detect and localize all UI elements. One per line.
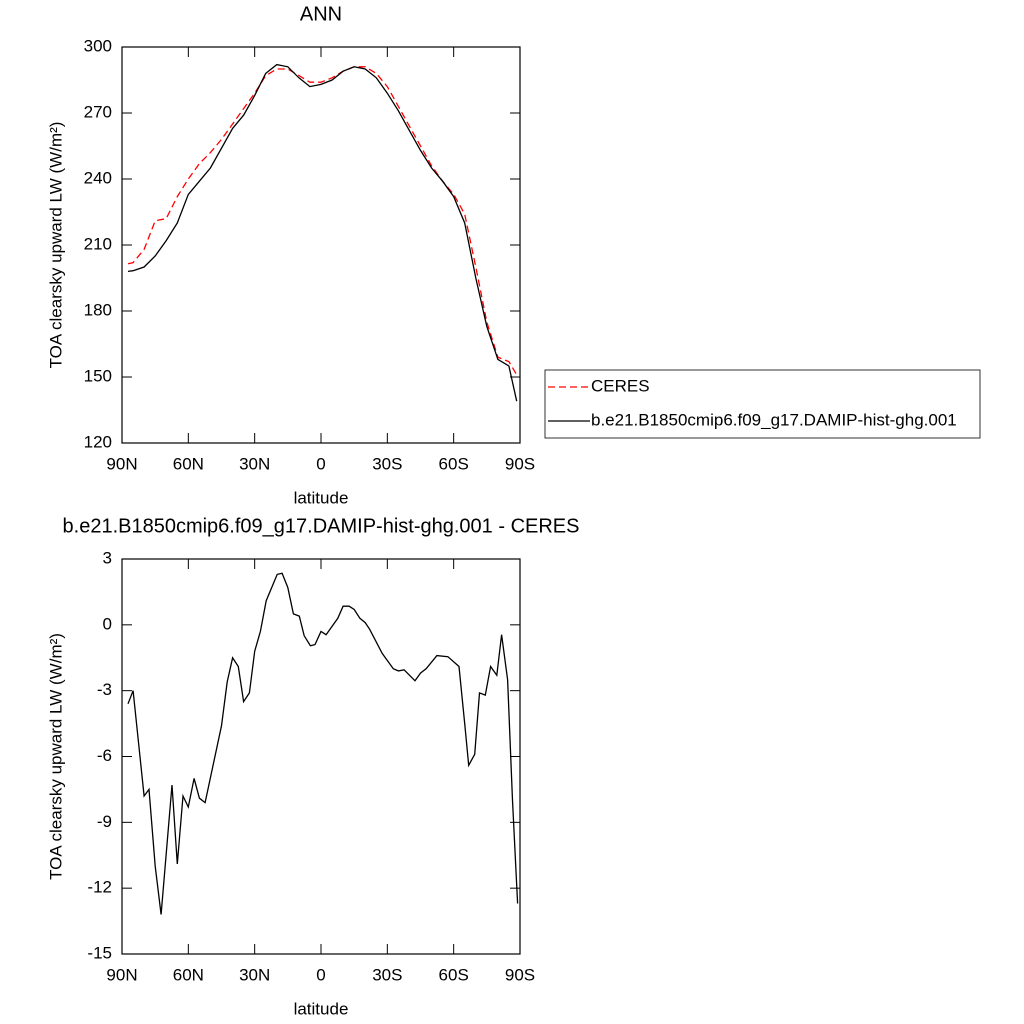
x-tick-label: 90S: [505, 454, 535, 473]
y-tick-label: 240: [84, 168, 112, 187]
x-tick-label: 90N: [106, 965, 137, 984]
y-tick-label: 3: [103, 548, 112, 567]
y-axis-label: TOA clearsky upward LW (W/m²): [46, 633, 65, 880]
chart-title: ANN: [300, 3, 342, 25]
y-tick-label: -12: [87, 878, 112, 897]
plot-frame: [121, 558, 521, 955]
x-tick-label: 0: [316, 965, 325, 984]
y-tick-label: 120: [84, 432, 112, 451]
y-tick-label: -15: [87, 943, 112, 962]
y-tick-label: -9: [97, 812, 112, 831]
y-axis-label: TOA clearsky upward LW (W/m²): [46, 122, 65, 369]
legend-label: b.e21.B1850cmip6.f09_g17.DAMIP-hist-ghg.…: [591, 410, 957, 429]
x-tick-label: 30S: [372, 965, 402, 984]
y-tick-label: -3: [97, 680, 112, 699]
x-tick-label: 30N: [239, 965, 270, 984]
x-tick-label: 30N: [239, 454, 270, 473]
chart-title: b.e21.B1850cmip6.f09_g17.DAMIP-hist-ghg.…: [63, 515, 580, 537]
legend-label: CERES: [591, 376, 650, 395]
data-line: [127, 66, 518, 376]
legend-box: [544, 369, 981, 439]
y-tick-label: 0: [103, 614, 112, 633]
plot-frame: [121, 46, 521, 444]
x-tick-label: 30S: [372, 454, 402, 473]
x-tick-label: 60N: [173, 965, 204, 984]
y-tick-label: 270: [84, 102, 112, 121]
x-axis-label: latitude: [294, 999, 349, 1018]
x-axis-label: latitude: [294, 488, 349, 507]
y-tick-label: 180: [84, 300, 112, 319]
y-tick-label: -6: [97, 746, 112, 765]
x-tick-label: 60S: [439, 965, 469, 984]
x-tick-label: 90S: [505, 965, 535, 984]
data-line: [127, 63, 518, 402]
x-tick-label: 60S: [439, 454, 469, 473]
x-tick-label: 60N: [173, 454, 204, 473]
x-tick-label: 0: [316, 454, 325, 473]
y-tick-label: 210: [84, 234, 112, 253]
data-line: [127, 572, 519, 915]
x-tick-label: 90N: [106, 454, 137, 473]
y-tick-label: 150: [84, 366, 112, 385]
y-tick-label: 300: [84, 36, 112, 55]
